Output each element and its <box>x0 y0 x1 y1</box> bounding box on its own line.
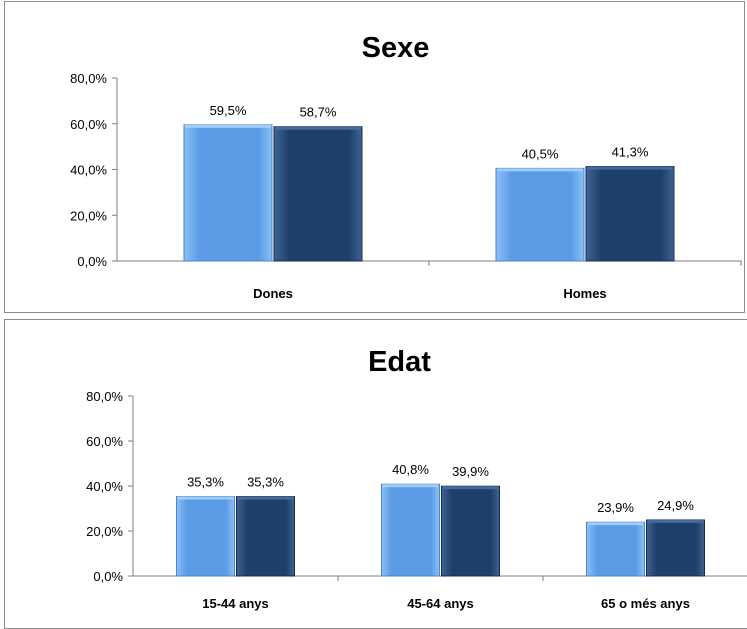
data-label: 41,3% <box>612 145 649 160</box>
category-label: Homes <box>563 286 606 301</box>
bar <box>381 483 440 577</box>
bar <box>273 126 363 262</box>
bar <box>183 124 273 262</box>
bar-top-highlight <box>497 168 583 172</box>
data-label: 40,5% <box>522 146 559 161</box>
data-label: 23,9% <box>597 500 634 515</box>
category-label: 65 o més anys <box>601 596 690 611</box>
data-label: 24,9% <box>657 498 694 513</box>
y-tick-label: 20,0% <box>70 208 107 223</box>
bar-top-highlight <box>587 166 673 170</box>
y-tick-label: 80,0% <box>70 71 107 86</box>
bar-top-highlight <box>587 522 644 526</box>
y-tick-label: 0,0% <box>93 569 123 584</box>
data-label: 58,7% <box>300 105 337 120</box>
category-label: 45-64 anys <box>407 596 474 611</box>
bar <box>441 485 500 577</box>
bar <box>646 519 705 577</box>
data-label: 39,9% <box>452 464 489 479</box>
bar <box>495 167 585 262</box>
y-tick-label: 0,0% <box>77 254 107 269</box>
sexe-chart: Sexe 0,0% 20,0% 40,0% 60,0% 80,0% Dones 59,5% 58… <box>70 32 742 301</box>
y-tick-label: 60,0% <box>86 434 123 449</box>
bar-top-highlight <box>237 496 294 500</box>
y-tick-label: 20,0% <box>86 524 123 539</box>
bar-top-highlight <box>185 124 271 128</box>
bar-top-highlight <box>442 486 499 490</box>
edat-chart-panel: Edat 0,0% 20,0% 40,0% 60,0% 80,0% 15-44 anys 35… <box>4 319 747 629</box>
data-label: 40,8% <box>392 462 429 477</box>
data-label: 35,3% <box>187 475 224 490</box>
edat-chart: Edat 0,0% 20,0% 40,0% 60,0% 80,0% 15-44 anys 35… <box>86 346 747 611</box>
bar <box>236 496 295 577</box>
category-label: Dones <box>253 286 293 301</box>
y-tick-label: 40,0% <box>70 163 107 178</box>
y-tick-label: 60,0% <box>70 117 107 132</box>
bar-top-highlight <box>177 496 234 500</box>
bar <box>586 521 645 577</box>
chart-title: Sexe <box>362 32 430 64</box>
category-label: 15-44 anys <box>202 596 269 611</box>
bar <box>585 166 675 262</box>
bar-top-highlight <box>647 519 704 523</box>
bar <box>176 496 235 577</box>
data-label: 59,5% <box>210 103 247 118</box>
bar-top-highlight <box>382 484 439 488</box>
data-label: 35,3% <box>247 475 284 490</box>
y-tick-label: 80,0% <box>86 389 123 404</box>
chart-title: Edat <box>368 346 431 378</box>
y-tick-label: 40,0% <box>86 479 123 494</box>
sexe-chart-panel: Sexe 0,0% 20,0% 40,0% 60,0% 80,0% Dones 59,5% 58… <box>4 1 745 313</box>
bar-top-highlight <box>275 126 361 130</box>
